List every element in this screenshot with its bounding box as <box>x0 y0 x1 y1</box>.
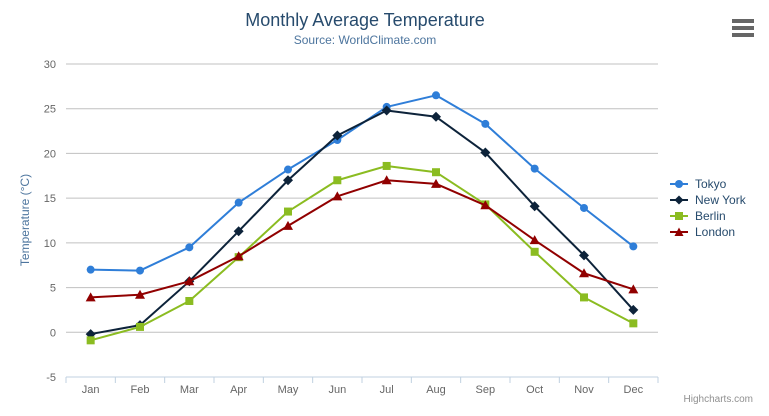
x-axis-label: Dec <box>624 384 644 396</box>
legend-label: Berlin <box>695 209 726 223</box>
credits-link[interactable]: Highcharts.com <box>683 394 753 405</box>
data-point-london[interactable] <box>529 235 540 245</box>
hamburger-menu-icon[interactable] <box>732 19 754 37</box>
legend-marker-square-icon <box>670 212 688 220</box>
data-point-tokyo[interactable] <box>136 266 144 275</box>
x-axis-label: Aug <box>426 384 446 396</box>
data-point-tokyo[interactable] <box>629 242 638 251</box>
data-point-tokyo[interactable] <box>580 203 588 212</box>
y-axis-label: 30 <box>44 59 56 71</box>
data-point-berlin[interactable] <box>136 322 144 331</box>
y-axis-label: 5 <box>50 283 56 295</box>
hamburger-bar <box>732 33 754 37</box>
data-point-berlin[interactable] <box>284 207 292 216</box>
x-axis-label: Jul <box>380 384 394 396</box>
data-point-tokyo[interactable] <box>86 265 95 274</box>
data-point-new-york[interactable] <box>628 304 639 315</box>
y-axis-title: Temperature (°C) <box>18 173 32 267</box>
hamburger-bar <box>732 26 754 30</box>
data-point-london[interactable] <box>431 178 441 188</box>
data-point-tokyo[interactable] <box>530 164 539 173</box>
x-axis-label: Apr <box>230 384 247 396</box>
y-axis-label: 15 <box>44 193 56 205</box>
y-axis-label: 20 <box>44 148 56 160</box>
series-line-new-york[interactable] <box>89 109 635 336</box>
x-axis-label: Mar <box>180 384 199 396</box>
legend-item-berlin[interactable]: Berlin <box>670 208 746 224</box>
legend: Tokyo New York Berlin London <box>670 176 746 240</box>
series-line-berlin[interactable] <box>89 164 635 342</box>
y-axis-label: 25 <box>44 104 56 116</box>
data-point-berlin[interactable] <box>86 336 95 345</box>
legend-label: New York <box>695 193 746 207</box>
data-point-new-york[interactable] <box>332 130 343 141</box>
legend-marker-triangle-icon <box>670 227 688 236</box>
data-point-berlin[interactable] <box>382 161 391 170</box>
y-axis-label: -5 <box>46 372 56 384</box>
chart-subtitle: Source: WorldClimate.com <box>293 33 437 47</box>
data-point-berlin[interactable] <box>629 319 638 328</box>
data-point-tokyo[interactable] <box>284 165 292 174</box>
legend-label: London <box>695 225 736 239</box>
legend-item-london[interactable]: London <box>670 224 746 240</box>
data-point-berlin[interactable] <box>185 296 194 305</box>
data-point-new-york[interactable] <box>529 201 540 212</box>
chart-title: Monthly Average Temperature <box>245 10 485 30</box>
x-axis-label: Jan <box>82 384 100 396</box>
data-point-tokyo[interactable] <box>185 243 194 252</box>
series-line-tokyo[interactable] <box>89 94 635 272</box>
data-point-london[interactable] <box>283 220 293 230</box>
data-point-new-york[interactable] <box>431 111 441 122</box>
legend-item-tokyo[interactable]: Tokyo <box>670 176 746 192</box>
data-point-berlin[interactable] <box>530 247 539 256</box>
hamburger-bar <box>732 19 754 23</box>
legend-item-new-york[interactable]: New York <box>670 192 746 208</box>
data-point-london[interactable] <box>85 292 96 302</box>
data-point-berlin[interactable] <box>432 168 440 177</box>
data-point-tokyo[interactable] <box>432 91 440 100</box>
data-point-new-york[interactable] <box>480 147 491 158</box>
x-axis-label: Jun <box>328 384 346 396</box>
data-point-berlin[interactable] <box>333 176 342 185</box>
legend-label: Tokyo <box>695 177 727 191</box>
data-point-berlin[interactable] <box>580 293 588 302</box>
x-axis-label: May <box>278 384 299 396</box>
data-point-london[interactable] <box>135 289 145 299</box>
legend-marker-diamond-icon <box>670 195 688 205</box>
x-axis-label: Oct <box>526 384 543 396</box>
data-point-london[interactable] <box>184 276 195 286</box>
data-point-new-york[interactable] <box>283 175 293 186</box>
data-point-new-york[interactable] <box>381 105 392 116</box>
x-axis-label: Nov <box>574 384 594 396</box>
data-point-tokyo[interactable] <box>481 119 490 128</box>
x-axis-label: Sep <box>476 384 496 396</box>
y-axis-label: 0 <box>50 327 56 339</box>
x-axis-label: Feb <box>131 384 150 396</box>
data-point-london[interactable] <box>628 284 639 294</box>
data-point-new-york[interactable] <box>233 226 244 237</box>
data-point-london[interactable] <box>480 200 491 210</box>
y-axis-label: 10 <box>44 238 56 250</box>
data-point-london[interactable] <box>332 191 343 201</box>
data-point-new-york[interactable] <box>579 250 589 261</box>
data-point-london[interactable] <box>381 175 392 185</box>
data-point-london[interactable] <box>579 268 589 278</box>
legend-marker-circle-icon <box>670 180 688 188</box>
series-line-london[interactable] <box>89 179 635 299</box>
data-point-london[interactable] <box>233 251 244 261</box>
data-point-tokyo[interactable] <box>234 198 243 207</box>
